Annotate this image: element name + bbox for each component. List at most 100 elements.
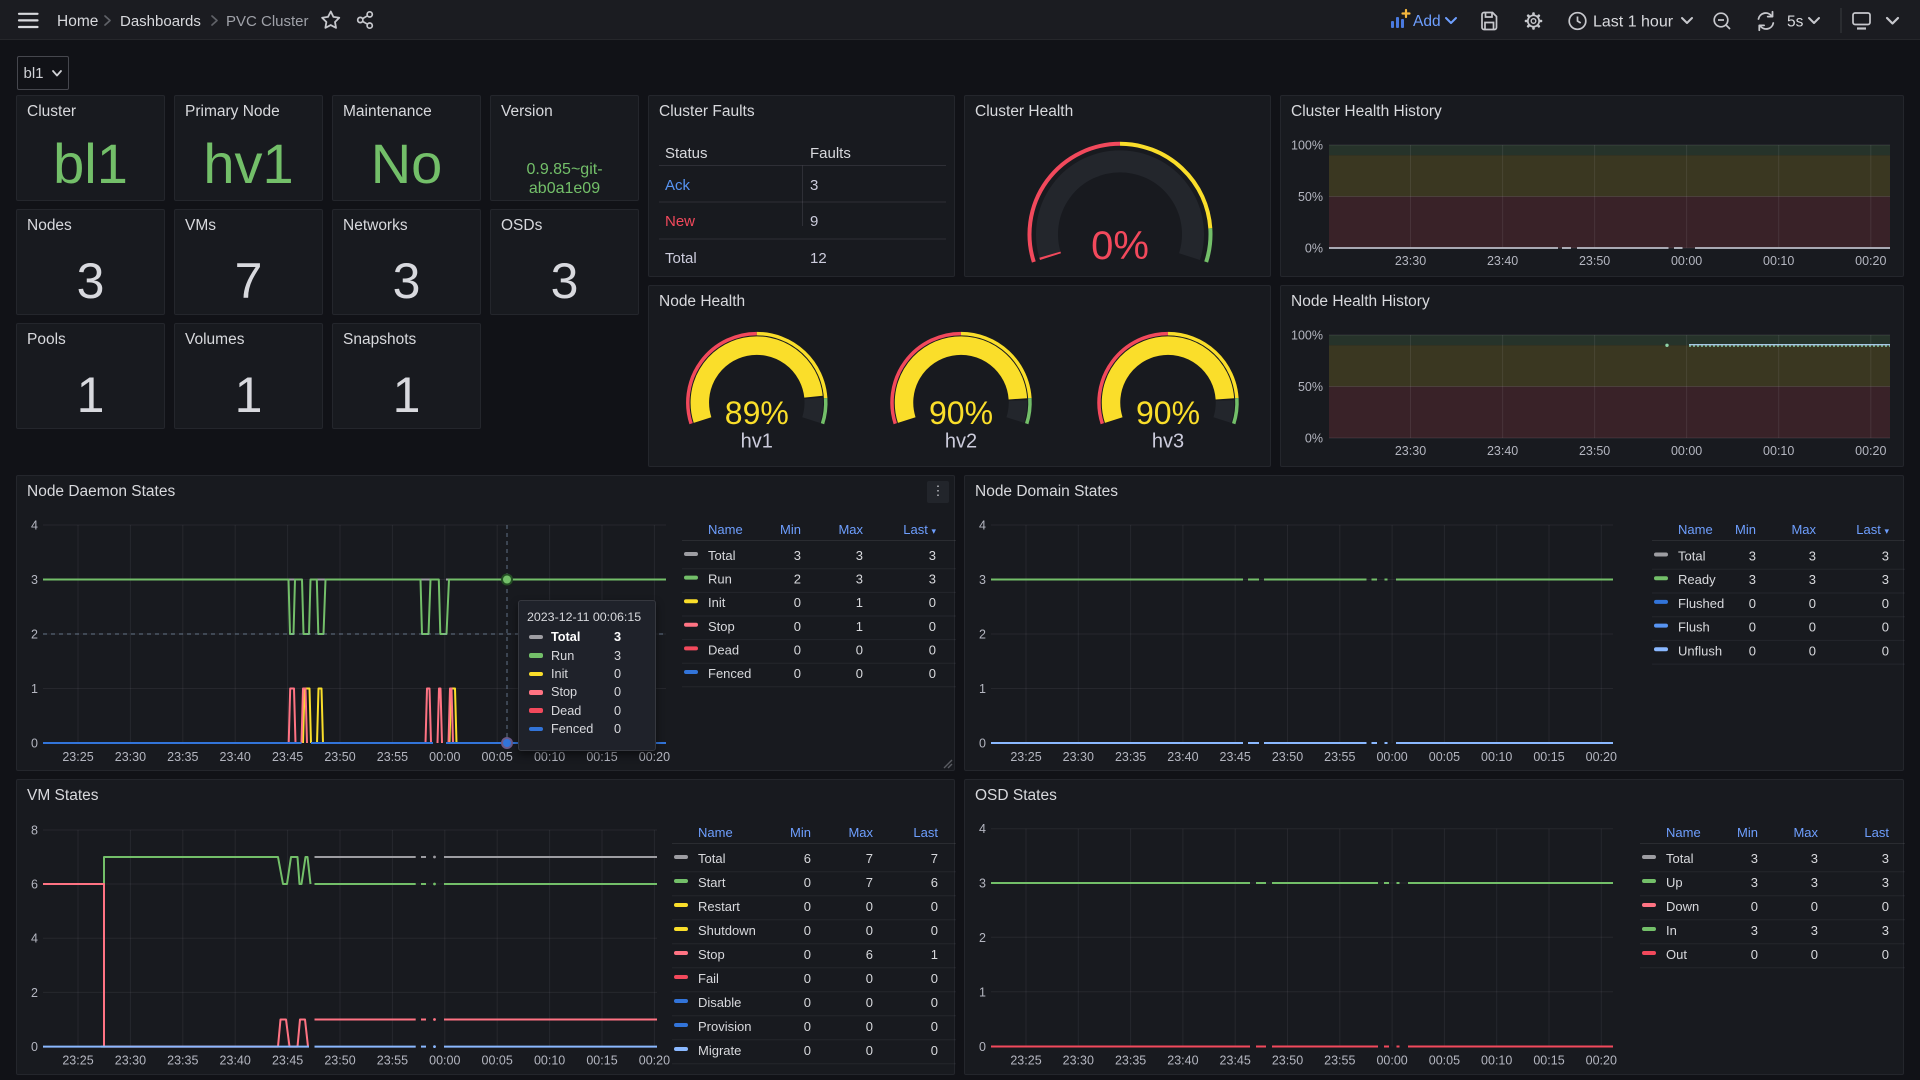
svg-text:0: 0 (1809, 596, 1816, 611)
svg-text:00:20: 00:20 (1855, 444, 1886, 458)
svg-text:0: 0 (929, 619, 936, 634)
svg-text:0: 0 (931, 899, 938, 914)
svg-text:23:25: 23:25 (1010, 750, 1041, 764)
svg-text:3: 3 (1882, 923, 1889, 938)
svg-text:0: 0 (804, 923, 811, 938)
svg-text:0: 0 (1749, 620, 1756, 635)
svg-text:0: 0 (866, 923, 873, 938)
svg-text:Run: Run (708, 572, 732, 587)
svg-text:00:20: 00:20 (1586, 1054, 1617, 1068)
svg-text:00:05: 00:05 (482, 1054, 513, 1068)
svg-text:3: 3 (1811, 851, 1818, 866)
svg-text:9: 9 (810, 213, 818, 230)
svg-text:Last ▾: Last ▾ (903, 522, 936, 537)
svg-text:hv1: hv1 (741, 430, 773, 452)
svg-text:0: 0 (1882, 899, 1889, 914)
svg-text:0: 0 (979, 737, 986, 751)
svg-text:3: 3 (1882, 875, 1889, 890)
svg-text:0: 0 (866, 971, 873, 986)
svg-text:3: 3 (1882, 851, 1889, 866)
svg-text:3: 3 (1751, 851, 1758, 866)
svg-text:0: 0 (31, 1040, 38, 1054)
svg-text:Home: Home (57, 13, 98, 30)
svg-text:0: 0 (856, 666, 863, 681)
svg-text:Last: Last (1864, 825, 1889, 840)
svg-text:3: 3 (1749, 572, 1756, 587)
svg-text:2: 2 (31, 986, 38, 1000)
svg-text:00:20: 00:20 (1855, 254, 1886, 268)
svg-text:Max: Max (838, 522, 863, 537)
svg-text:3: 3 (1811, 875, 1818, 890)
svg-text:Max: Max (1793, 825, 1818, 840)
svg-text:23:50: 23:50 (324, 750, 355, 764)
svg-text:0%: 0% (1305, 242, 1323, 256)
svg-text:0: 0 (931, 971, 938, 986)
svg-text:Name: Name (1678, 522, 1713, 537)
svg-text:0: 0 (1749, 643, 1756, 658)
svg-text:Stop: Stop (708, 619, 735, 634)
svg-text:Start: Start (698, 875, 726, 890)
svg-text:00:00: 00:00 (1376, 1054, 1407, 1068)
svg-text:3: 3 (810, 177, 818, 194)
svg-text:Down: Down (1666, 899, 1699, 914)
svg-text:7: 7 (866, 851, 873, 866)
svg-text:Dashboards: Dashboards (120, 13, 201, 30)
svg-text:1: 1 (979, 985, 986, 999)
svg-text:3: 3 (1751, 923, 1758, 938)
svg-text:7: 7 (866, 875, 873, 890)
svg-text:00:20: 00:20 (639, 1054, 670, 1068)
svg-text:7: 7 (931, 851, 938, 866)
svg-text:0: 0 (866, 995, 873, 1010)
svg-text:23:50: 23:50 (1579, 254, 1610, 268)
svg-text:hv2: hv2 (945, 430, 977, 452)
svg-text:00:00: 00:00 (429, 1054, 460, 1068)
svg-text:0: 0 (931, 1043, 938, 1058)
svg-text:3: 3 (31, 573, 38, 587)
svg-text:0%: 0% (1305, 432, 1323, 446)
svg-text:23:55: 23:55 (1324, 1054, 1355, 1068)
svg-text:Flush: Flush (1678, 620, 1710, 635)
svg-text:New: New (665, 213, 695, 230)
svg-text:Migrate: Migrate (698, 1043, 741, 1058)
svg-text:0: 0 (794, 595, 801, 610)
svg-text:0: 0 (931, 923, 938, 938)
svg-text:0: 0 (931, 995, 938, 1010)
svg-text:Out: Out (1666, 947, 1687, 962)
svg-text:0: 0 (804, 995, 811, 1010)
svg-text:Last: Last (913, 825, 938, 840)
svg-text:23:45: 23:45 (1220, 1054, 1251, 1068)
svg-text:23:45: 23:45 (1220, 750, 1251, 764)
svg-text:00:10: 00:10 (534, 1054, 565, 1068)
svg-text:23:45: 23:45 (272, 750, 303, 764)
svg-text:3: 3 (1809, 572, 1816, 587)
svg-text:Flushed: Flushed (1678, 596, 1724, 611)
svg-text:8: 8 (31, 824, 38, 838)
svg-text:23:50: 23:50 (1579, 444, 1610, 458)
svg-text:3: 3 (929, 572, 936, 587)
svg-text:Total: Total (1666, 851, 1694, 866)
svg-text:Name: Name (698, 825, 733, 840)
svg-text:1: 1 (31, 682, 38, 696)
svg-text:0: 0 (979, 1040, 986, 1054)
svg-text:4: 4 (979, 822, 986, 836)
svg-text:3: 3 (1751, 875, 1758, 890)
svg-text:3: 3 (979, 877, 986, 891)
svg-text:Provision: Provision (698, 1019, 751, 1034)
svg-text:23:50: 23:50 (324, 1054, 355, 1068)
svg-text:0: 0 (31, 737, 38, 751)
svg-text:00:00: 00:00 (1376, 750, 1407, 764)
svg-text:2: 2 (979, 628, 986, 642)
svg-text:23:55: 23:55 (1324, 750, 1355, 764)
svg-text:Last ▾: Last ▾ (1856, 522, 1889, 537)
svg-text:0: 0 (1751, 947, 1758, 962)
svg-text:Min: Min (1737, 825, 1758, 840)
svg-text:12: 12 (810, 250, 827, 267)
svg-text:Init: Init (708, 595, 726, 610)
svg-text:0: 0 (1809, 643, 1816, 658)
svg-text:23:40: 23:40 (1487, 254, 1518, 268)
svg-text:Fenced: Fenced (708, 666, 751, 681)
svg-text:Shutdown: Shutdown (698, 923, 756, 938)
svg-text:6: 6 (931, 875, 938, 890)
svg-text:Total: Total (665, 250, 697, 267)
svg-text:Name: Name (1666, 825, 1701, 840)
